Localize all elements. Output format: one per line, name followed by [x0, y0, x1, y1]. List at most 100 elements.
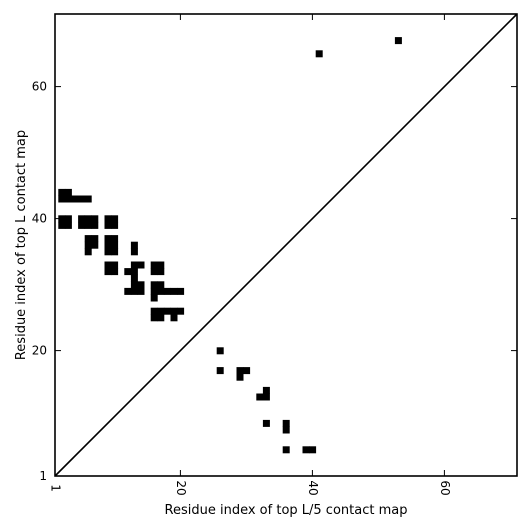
contact-cell-top-l	[111, 241, 119, 249]
contact-cell-top-l	[111, 248, 119, 256]
contact-cell-top-l	[104, 241, 112, 249]
x-tick-label: 40	[306, 480, 320, 495]
y-axis-label: Residue index of top L contact map	[14, 130, 29, 360]
x-tick-label: 60	[438, 480, 452, 495]
contact-cell-top-l	[177, 307, 185, 315]
contact-cell-top-l	[111, 221, 119, 229]
contact-cell-top-l	[64, 195, 72, 203]
contact-cell-top-l	[170, 307, 178, 315]
y-tick-label: 60	[32, 80, 47, 94]
contact-cell-top-l	[150, 314, 158, 322]
contact-cell-top-l	[104, 261, 112, 269]
contact-cell-top-l	[84, 241, 92, 249]
contact-cell-top-l5	[282, 446, 290, 454]
contact-cell-top-l	[78, 221, 86, 229]
contact-cell-top-l	[58, 215, 66, 223]
contact-cell-top-l	[111, 268, 119, 276]
diagonal-line	[54, 13, 518, 477]
contact-cell-top-l	[150, 268, 158, 276]
contact-cell-top-l	[91, 215, 99, 223]
contact-cell-top-l	[150, 281, 158, 289]
contact-cell-top-l5	[262, 393, 270, 401]
contact-cell-top-l	[150, 261, 158, 269]
plot-frame	[54, 13, 518, 477]
contact-cell-top-l	[163, 287, 171, 295]
contact-cell-top-l	[157, 268, 165, 276]
contact-cell-top-l	[91, 235, 99, 243]
contact-cell-top-l	[58, 221, 66, 229]
contact-cell-top-l	[177, 287, 185, 295]
contact-cell-top-l	[124, 268, 132, 276]
y-tick-label: 40	[32, 212, 47, 226]
contact-cell-top-l	[58, 195, 66, 203]
contact-cell-top-l	[64, 221, 72, 229]
contact-cell-top-l5	[262, 386, 270, 394]
contact-cell-top-l	[315, 50, 323, 58]
contact-cell-top-l	[111, 235, 119, 243]
x-tick-label: 1	[49, 484, 63, 492]
x-axis-label: Residue index of top L/5 contact map	[165, 503, 408, 518]
contact-cell-top-l	[58, 188, 66, 196]
contact-cell-top-l	[130, 274, 138, 282]
contact-cell-top-l	[130, 248, 138, 256]
contact-cell-top-l	[157, 281, 165, 289]
contact-cell-top-l	[78, 195, 86, 203]
contact-cell-top-l	[84, 235, 92, 243]
contact-cell-top-l	[157, 307, 165, 315]
contact-cell-top-l	[137, 287, 145, 295]
contact-cell-top-l	[64, 188, 72, 196]
contact-cell-top-l	[84, 195, 92, 203]
contact-cells	[58, 37, 402, 454]
contact-cell-top-l	[137, 281, 145, 289]
contact-cell-top-l	[104, 235, 112, 243]
contact-cell-top-l5	[256, 393, 264, 401]
contact-cell-top-l5	[302, 446, 310, 454]
contact-cell-top-l	[104, 215, 112, 223]
contact-cell-top-l	[130, 287, 138, 295]
contact-cell-top-l5	[262, 419, 270, 427]
contact-cell-top-l	[170, 287, 178, 295]
contact-cell-top-l	[111, 215, 119, 223]
contact-cell-top-l	[84, 221, 92, 229]
contact-cell-top-l	[104, 268, 112, 276]
contact-cell-top-l	[91, 221, 99, 229]
contact-cell-top-l	[124, 287, 132, 295]
contact-cell-top-l5	[282, 426, 290, 434]
contact-cell-top-l	[150, 307, 158, 315]
contact-cell-top-l5	[236, 367, 244, 375]
contact-cell-top-l5	[282, 419, 290, 427]
contact-cell-top-l	[157, 314, 165, 322]
contact-cell-top-l	[137, 261, 145, 269]
contact-cell-top-l	[78, 215, 86, 223]
contact-cell-top-l5	[243, 367, 251, 375]
contact-cell-top-l5	[309, 446, 317, 454]
x-tick-label: 20	[174, 480, 188, 495]
contact-cell-top-l	[163, 307, 171, 315]
contact-cell-top-l	[130, 281, 138, 289]
contact-cell-top-l	[64, 215, 72, 223]
contact-cell-top-l	[84, 248, 92, 256]
contact-cell-top-l	[130, 261, 138, 269]
contact-cell-top-l	[104, 248, 112, 256]
axis-ticks: 1 20 40 60 1 20 40 60	[32, 14, 517, 496]
contact-cell-top-l	[170, 314, 178, 322]
contact-cell-top-l	[150, 294, 158, 302]
y-tick-label: 1	[39, 469, 47, 483]
contact-cell-top-l	[157, 287, 165, 295]
contact-cell-top-l	[111, 261, 119, 269]
y-tick-label: 20	[32, 344, 47, 358]
contact-cell-top-l	[394, 37, 402, 45]
contact-cell-top-l	[130, 268, 138, 276]
contact-cell-top-l	[157, 261, 165, 269]
contact-cell-top-l	[104, 221, 112, 229]
contact-cell-top-l5	[236, 373, 244, 381]
contact-cell-top-l	[91, 241, 99, 249]
contact-cell-top-l	[150, 287, 158, 295]
contact-cell-top-l5	[216, 347, 224, 355]
contact-cell-top-l	[84, 215, 92, 223]
contact-cell-top-l	[71, 195, 79, 203]
contact-cell-top-l5	[216, 367, 224, 375]
contact-cell-top-l	[130, 241, 138, 249]
